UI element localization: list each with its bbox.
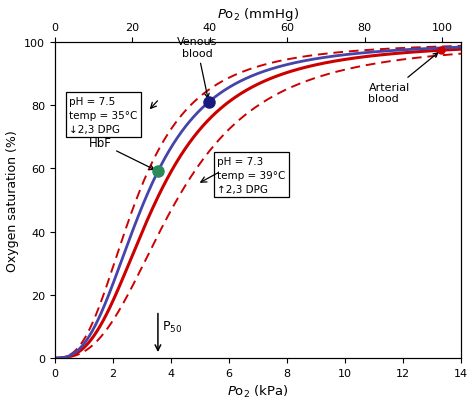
Text: Arterial
blood: Arterial blood bbox=[368, 54, 438, 104]
Y-axis label: Oxygen saturation (%): Oxygen saturation (%) bbox=[6, 130, 18, 271]
Text: HbF: HbF bbox=[89, 137, 154, 170]
X-axis label: $\mathit{P}$o$_2$ (kPa): $\mathit{P}$o$_2$ (kPa) bbox=[228, 384, 289, 399]
Text: Venous
blood: Venous blood bbox=[177, 37, 217, 99]
X-axis label: $\mathit{P}$o$_2$ (mmHg): $\mathit{P}$o$_2$ (mmHg) bbox=[217, 6, 299, 23]
Text: P$_{50}$: P$_{50}$ bbox=[162, 319, 182, 334]
Text: pH = 7.5
temp = 35°C
↓2,3 DPG: pH = 7.5 temp = 35°C ↓2,3 DPG bbox=[69, 96, 138, 134]
Text: pH = 7.3
temp = 39°C
↑2,3 DPG: pH = 7.3 temp = 39°C ↑2,3 DPG bbox=[218, 156, 286, 194]
